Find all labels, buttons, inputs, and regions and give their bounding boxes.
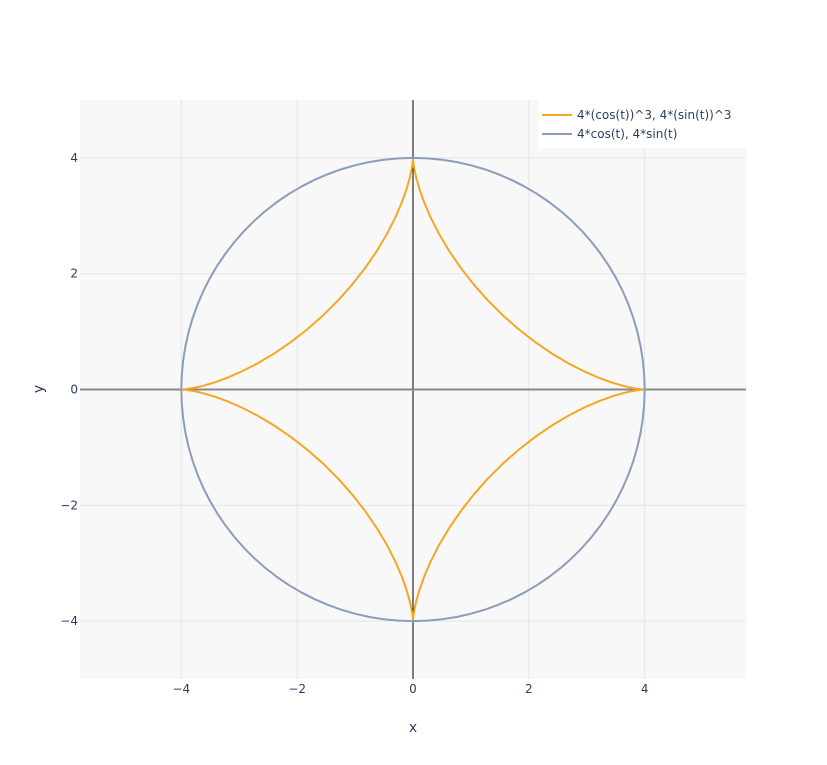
- legend-background: [538, 100, 746, 148]
- zero-lines: [80, 100, 746, 679]
- y-tick-label: 0: [70, 383, 78, 397]
- y-tick-label: 2: [70, 267, 78, 281]
- x-tick-label: 4: [641, 682, 649, 696]
- legend[interactable]: 4*(cos(t))^3, 4*(sin(t))^3 4*cos(t), 4*si…: [538, 100, 746, 148]
- x-tick-label: 0: [409, 682, 417, 696]
- x-tick-label: 2: [525, 682, 533, 696]
- y-axis-title: y: [31, 385, 47, 393]
- legend-label: 4*(cos(t))^3, 4*(sin(t))^3: [577, 108, 732, 122]
- tick-labels: −4 −2 0 2 4 −4 −2 0 2 4: [60, 151, 648, 696]
- x-tick-label: −4: [172, 682, 190, 696]
- series-line-2[interactable]: [180, 156, 646, 623]
- legend-label: 4*cos(t), 4*sin(t): [577, 127, 677, 141]
- y-tick-label: −2: [60, 498, 78, 512]
- legend-item-1[interactable]: 4*(cos(t))^3, 4*(sin(t))^3: [542, 108, 732, 122]
- legend-item-2[interactable]: 4*cos(t), 4*sin(t): [542, 127, 677, 141]
- y-tick-label: −4: [60, 614, 78, 628]
- x-tick-label: −2: [288, 682, 306, 696]
- x-axis-title: x: [409, 720, 417, 736]
- y-tick-label: 4: [70, 151, 78, 165]
- series-layer: [180, 156, 646, 623]
